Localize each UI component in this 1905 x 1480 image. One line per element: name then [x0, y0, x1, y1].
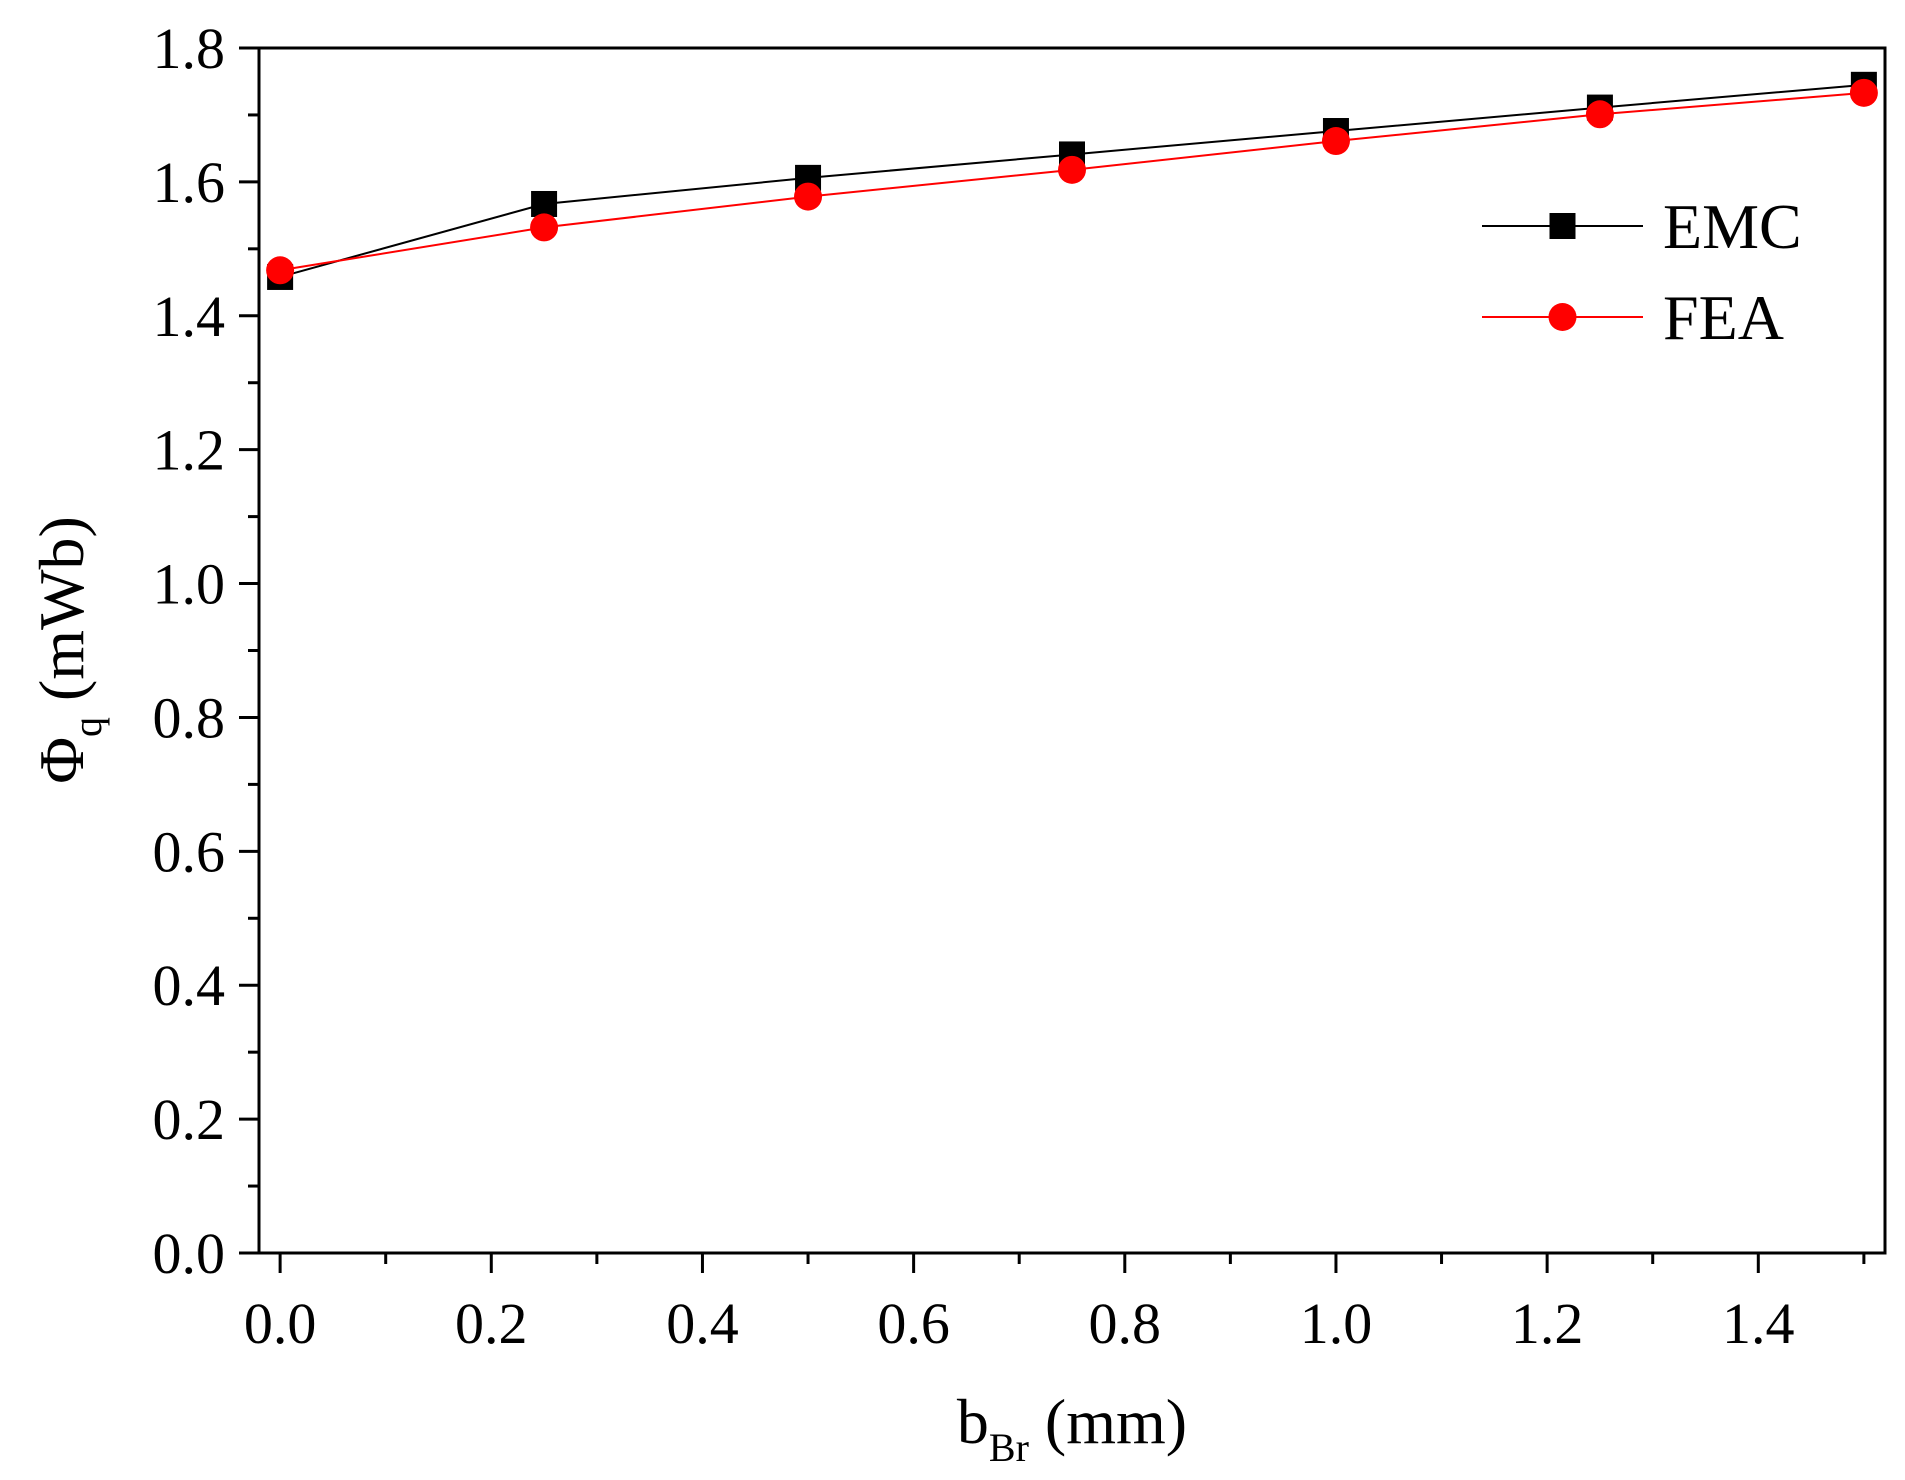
emc-point: [531, 190, 558, 217]
tick-labels: 0.0 0.2 0.4 0.6 0.8 1.0 1.2 1.4 0.0 0.2 0.4 0.6 0.8 1…: [153, 16, 1795, 1356]
x-tick-label: 0.2: [455, 1291, 528, 1356]
y-axis-title-main: Φ: [26, 737, 97, 784]
y-tick-label: 1.0: [153, 552, 226, 617]
fea-point: [1058, 155, 1086, 184]
y-tick-label: 0.6: [153, 819, 226, 884]
y-axis-title-unit: (mWb): [26, 516, 97, 717]
x-axis-title-sub: Br: [989, 1425, 1029, 1470]
y-tick-label: 0.8: [153, 685, 226, 750]
x-tick-label: 0.4: [666, 1291, 739, 1356]
legend-emc-label: EMC: [1663, 191, 1802, 262]
axis-ticks: [239, 46, 1866, 1273]
x-tick-label: 1.4: [1722, 1291, 1795, 1356]
y-tick-label: 0.2: [153, 1087, 226, 1152]
x-axis-title-main: b: [957, 1386, 989, 1457]
legend-fea-marker: [1548, 303, 1577, 331]
x-tick-label: 0.6: [877, 1291, 950, 1356]
y-axis-title-sub: q: [65, 717, 110, 737]
legend-emc-marker: [1549, 213, 1576, 239]
y-axis-title: Φq (mWb): [26, 516, 110, 784]
legend: EMC FEA: [1482, 191, 1802, 353]
fea-point: [530, 213, 559, 242]
y-tick-label: 0.0: [153, 1221, 226, 1286]
fea-point: [1585, 100, 1614, 129]
plot-frame: [257, 46, 1887, 1255]
x-tick-label: 1.0: [1300, 1291, 1373, 1356]
fea-point: [794, 182, 823, 211]
y-tick-label: 1.2: [153, 418, 226, 483]
x-tick-label: 1.2: [1511, 1291, 1584, 1356]
x-tick-label: 0.0: [244, 1291, 317, 1356]
y-tick-label: 1.6: [153, 150, 226, 215]
x-axis-title: bBr (mm): [957, 1386, 1187, 1470]
fea-point: [266, 256, 295, 285]
series-layer: [266, 71, 1878, 290]
y-tick-label: 1.4: [153, 284, 226, 349]
x-axis-title-unit: (mm): [1029, 1386, 1187, 1457]
y-tick-label: 0.4: [153, 953, 226, 1018]
y-tick-label: 1.8: [153, 16, 226, 81]
fea-point: [1849, 78, 1878, 107]
legend-fea-label: FEA: [1663, 282, 1784, 353]
x-tick-label: 0.8: [1089, 1291, 1162, 1356]
fea-point: [1321, 127, 1350, 156]
